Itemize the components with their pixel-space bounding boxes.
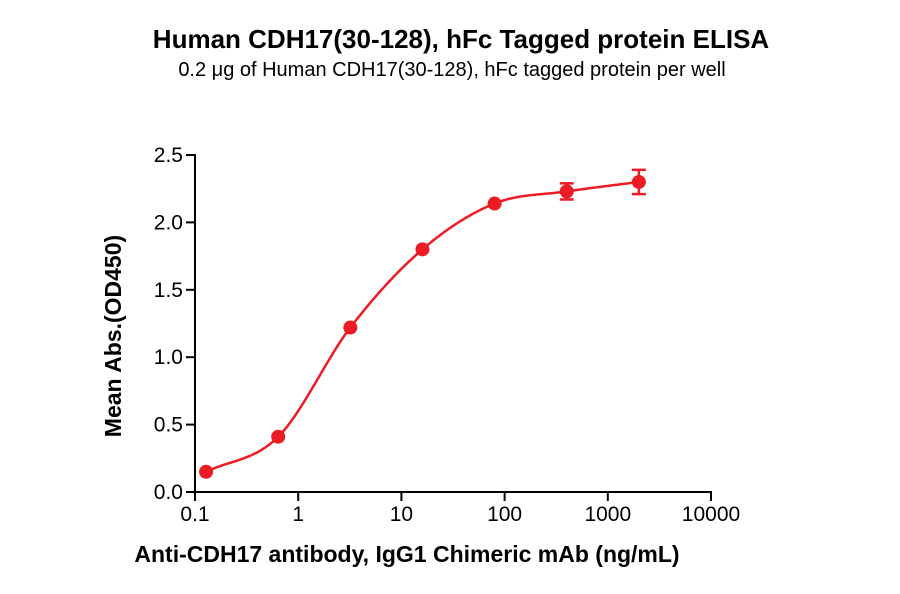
x-tick-label: 1 xyxy=(292,503,304,526)
data-point-marker xyxy=(631,174,646,189)
data-point-marker xyxy=(487,196,502,211)
y-tick-label: 2.0 xyxy=(154,211,183,234)
y-tick-label: 2.5 xyxy=(154,144,183,167)
y-tick-label: 1.5 xyxy=(154,279,183,302)
y-tick-label: 0.5 xyxy=(154,414,183,437)
data-point-marker xyxy=(415,242,430,257)
x-tick-label: 1000 xyxy=(584,503,631,526)
chart-title: Human CDH17(30-128), hFc Tagged protein … xyxy=(153,24,770,54)
data-point-marker xyxy=(559,184,574,199)
data-point-marker xyxy=(271,429,286,444)
data-points-layer xyxy=(199,174,646,479)
x-tick-label: 10000 xyxy=(682,503,740,526)
curve-layer xyxy=(205,180,640,473)
x-tick-label: 100 xyxy=(487,503,522,526)
data-point-marker xyxy=(343,320,358,335)
y-axis-title: Mean Abs.(OD450) xyxy=(100,235,126,437)
fit-curve xyxy=(205,180,640,473)
data-point-marker xyxy=(199,464,214,479)
x-tick-label: 10 xyxy=(390,503,413,526)
tick-layer: 0.1 1 10 100 1000 10000 0.0 0.5 1.0 1.5 2.0 2.5 xyxy=(154,144,740,526)
y-tick-label: 1.0 xyxy=(154,346,183,369)
axes-layer xyxy=(194,154,712,493)
x-tick-label: 0.1 xyxy=(180,503,209,526)
y-tick-label: 0.0 xyxy=(154,481,183,504)
chart-subtitle: 0.2 μg of Human CDH17(30-128), hFc tagge… xyxy=(178,59,725,81)
x-axis-title: Anti-CDH17 antibody, IgG1 Chimeric mAb (… xyxy=(134,541,679,567)
